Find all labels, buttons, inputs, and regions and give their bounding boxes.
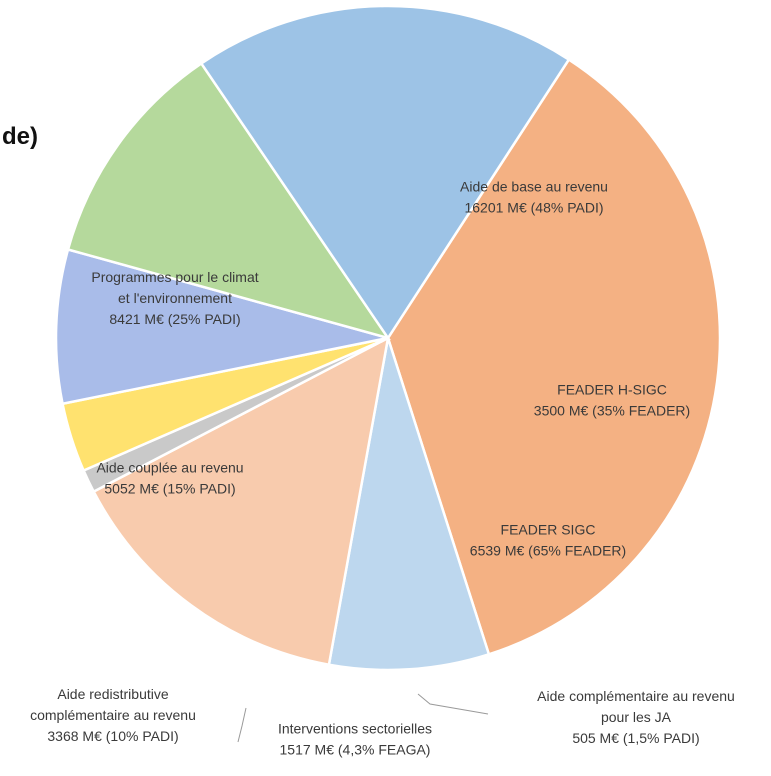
slice-label-line: Aide complémentaire au revenu <box>537 688 735 704</box>
slice-label-line: Aide de base au revenu <box>460 179 608 195</box>
slice-label: Interventions sectorielles 1517 M€ (4,3% … <box>278 721 432 758</box>
slice-label: Programmes pour le climat et l'environnem… <box>91 269 258 327</box>
chart-title-fragment: de) <box>2 123 38 150</box>
pie-slice <box>386 57 722 656</box>
slice-labels: Aide de base au revenu 16201 M€ (48% PADI… <box>30 179 735 758</box>
slice-label-line: pour les JA <box>601 709 672 725</box>
slice-label-line: 1517 M€ (4,3% FEAGA) <box>280 742 431 758</box>
slice-label-line: Aide couplée au revenu <box>96 460 243 476</box>
pie-slice <box>54 247 389 406</box>
slice-label: FEADER H-SIGC 3500 M€ (35% FEADER) <box>534 382 690 419</box>
slice-label: FEADER SIGC 6539 M€ (65% FEADER) <box>470 522 626 559</box>
pie-slice <box>66 61 391 341</box>
slice-label-line: Aide redistributive <box>57 686 168 702</box>
leader-lines <box>237 693 489 743</box>
slice-label-line: 3500 M€ (35% FEADER) <box>534 403 690 419</box>
pie-slice <box>91 335 390 667</box>
slice-label-line: 5052 M€ (15% PADI) <box>104 481 235 497</box>
slice-label-line: 3368 M€ (10% PADI) <box>47 728 178 744</box>
pie-slice <box>199 4 571 341</box>
slice-label-line: 8421 M€ (25% PADI) <box>109 311 240 327</box>
leader-line <box>417 693 489 715</box>
pie-slice <box>327 337 491 672</box>
slice-label: Aide couplée au revenu 5052 M€ (15% PADI) <box>96 460 243 497</box>
slice-label-line: 16201 M€ (48% PADI) <box>464 200 603 216</box>
slice-label-line: Interventions sectorielles <box>278 721 432 737</box>
pie-slices <box>54 4 722 672</box>
slice-label-line: complémentaire au revenu <box>30 707 196 723</box>
slice-label-line: FEADER H-SIGC <box>557 382 667 398</box>
slice-label-line: et l'environnement <box>118 290 232 306</box>
slice-label-line: FEADER SIGC <box>501 522 596 538</box>
slice-label-line: 6539 M€ (65% FEADER) <box>470 543 626 559</box>
slice-label: Aide complémentaire au revenu pour les JA… <box>537 688 735 746</box>
leader-line <box>237 707 247 743</box>
slice-label-line: Programmes pour le climat <box>91 269 258 285</box>
slice-label: Aide redistributive complémentaire au rev… <box>30 686 196 744</box>
slice-label-line: 505 M€ (1,5% PADI) <box>572 730 699 746</box>
slice-label: Aide de base au revenu 16201 M€ (48% PADI… <box>460 179 608 216</box>
